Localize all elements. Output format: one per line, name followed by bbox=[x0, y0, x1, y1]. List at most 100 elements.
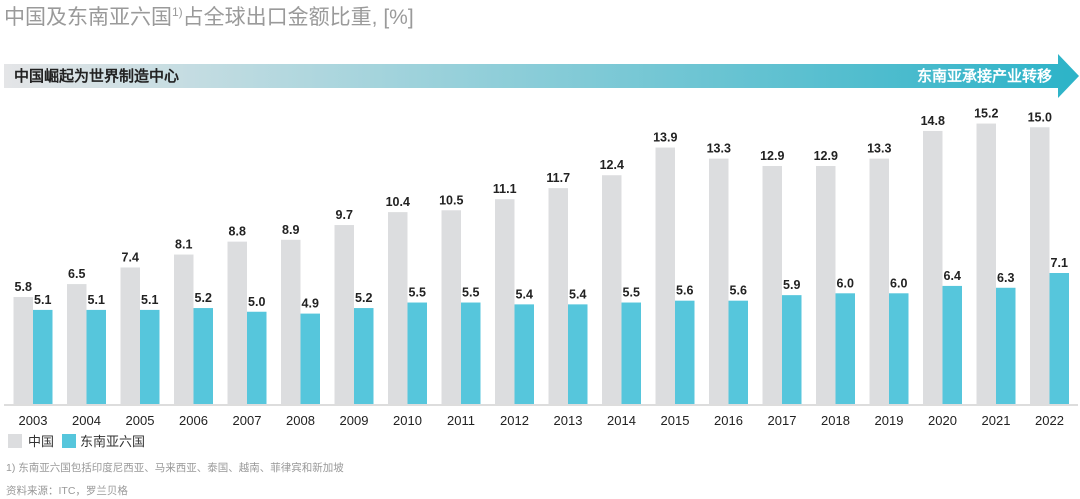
bar-sea-2012 bbox=[514, 304, 534, 404]
bar-sea-2013 bbox=[568, 304, 588, 404]
bar-china-2014 bbox=[602, 175, 622, 404]
bar-sea-2003 bbox=[33, 309, 53, 404]
data-label: 14.8 bbox=[921, 114, 945, 128]
banner-left-label: 中国崛起为世界制造中心 bbox=[14, 67, 179, 85]
data-label: 8.1 bbox=[175, 238, 192, 252]
x-tick-label: 2022 bbox=[1035, 413, 1064, 428]
bar-china-2022 bbox=[1030, 127, 1050, 404]
data-label: 13.9 bbox=[653, 131, 677, 145]
bar-sea-2006 bbox=[193, 308, 213, 404]
data-label: 6.5 bbox=[68, 267, 85, 281]
bar-sea-2020 bbox=[942, 285, 962, 404]
bar-china-2004 bbox=[67, 284, 87, 404]
bar-china-2018 bbox=[816, 165, 836, 404]
data-label: 7.4 bbox=[122, 250, 139, 264]
legend-label-china: 中国 bbox=[28, 434, 54, 449]
x-tick-label: 2014 bbox=[607, 413, 636, 428]
bar-sea-2021 bbox=[996, 287, 1016, 404]
data-label: 12.9 bbox=[760, 149, 784, 163]
data-label: 10.4 bbox=[386, 195, 410, 209]
bar-sea-2008 bbox=[300, 313, 320, 404]
data-label: 9.7 bbox=[336, 208, 353, 222]
data-label: 5.1 bbox=[141, 293, 158, 307]
source: 资料来源：ITC，罗兰贝格 bbox=[6, 484, 128, 497]
data-label: 8.8 bbox=[229, 225, 246, 239]
data-label: 5.6 bbox=[676, 284, 693, 298]
data-label: 5.6 bbox=[730, 284, 747, 298]
legend: 中国 东南亚六国 bbox=[8, 434, 145, 449]
data-label: 5.8 bbox=[15, 280, 32, 294]
x-tick-label: 2010 bbox=[393, 413, 422, 428]
data-label: 5.5 bbox=[462, 286, 479, 300]
data-label: 10.5 bbox=[439, 193, 463, 207]
data-label: 6.4 bbox=[944, 269, 961, 283]
bar-sea-2016 bbox=[728, 300, 748, 404]
data-label: 6.3 bbox=[997, 271, 1014, 285]
x-tick-label: 2013 bbox=[554, 413, 583, 428]
bar-sea-2004 bbox=[86, 309, 106, 404]
bar-sea-2019 bbox=[889, 293, 909, 404]
footnote: 1) 东南亚六国包括印度尼西亚、马来西亚、泰国、越南、菲律宾和新加坡 bbox=[6, 461, 344, 474]
chart-title: 中国及东南亚六国1)占全球出口金额比重, [%] bbox=[4, 5, 414, 29]
banner-right-label: 东南亚承接产业转移 bbox=[917, 67, 1052, 85]
bar-sea-2017 bbox=[782, 295, 802, 404]
bar-china-2016 bbox=[709, 158, 729, 404]
data-label: 11.7 bbox=[546, 171, 570, 185]
bar-sea-2007 bbox=[247, 311, 267, 404]
data-label: 15.2 bbox=[974, 107, 998, 121]
bar-china-2008 bbox=[281, 239, 301, 404]
data-label: 5.4 bbox=[569, 287, 586, 301]
bar-china-2006 bbox=[174, 254, 194, 404]
bar-sea-2011 bbox=[461, 302, 481, 404]
x-tick-label: 2006 bbox=[179, 413, 208, 428]
data-label: 4.9 bbox=[302, 297, 319, 311]
bar-china-2015 bbox=[655, 147, 675, 405]
data-label: 5.1 bbox=[34, 293, 51, 307]
data-label: 6.0 bbox=[837, 276, 854, 290]
data-label: 8.9 bbox=[282, 223, 299, 237]
bar-china-2005 bbox=[120, 267, 140, 404]
x-tick-label: 2009 bbox=[340, 413, 369, 428]
bar-china-2019 bbox=[869, 158, 889, 404]
bar-sea-2010 bbox=[407, 302, 427, 404]
data-label: 11.1 bbox=[493, 182, 517, 196]
x-tick-label: 2016 bbox=[714, 413, 743, 428]
data-label: 5.9 bbox=[783, 278, 800, 292]
bar-china-2010 bbox=[388, 212, 408, 404]
x-tick-label: 2017 bbox=[768, 413, 797, 428]
data-label: 12.9 bbox=[814, 149, 838, 163]
data-label: 15.0 bbox=[1028, 110, 1052, 124]
bar-china-2003 bbox=[13, 296, 33, 404]
data-label: 5.1 bbox=[88, 293, 105, 307]
data-label: 5.2 bbox=[195, 291, 212, 305]
bar-china-2013 bbox=[548, 188, 568, 404]
x-tick-label: 2019 bbox=[875, 413, 904, 428]
bar-sea-2018 bbox=[835, 293, 855, 404]
legend-swatch-sea bbox=[62, 434, 76, 448]
x-tick-label: 2007 bbox=[233, 413, 262, 428]
x-tick-label: 2004 bbox=[72, 413, 101, 428]
bar-china-2021 bbox=[976, 123, 996, 404]
data-label: 5.5 bbox=[409, 286, 426, 300]
x-tick-label: 2018 bbox=[821, 413, 850, 428]
data-label: 6.0 bbox=[890, 276, 907, 290]
x-tick-label: 2015 bbox=[661, 413, 690, 428]
bar-china-2012 bbox=[495, 199, 515, 404]
banner-arrow bbox=[4, 54, 1079, 98]
bar-sea-2014 bbox=[621, 302, 641, 404]
data-label: 7.1 bbox=[1051, 256, 1068, 270]
bar-china-2011 bbox=[441, 210, 461, 404]
x-tick-label: 2011 bbox=[447, 413, 475, 428]
bar-china-2009 bbox=[334, 225, 354, 404]
data-label: 12.4 bbox=[600, 158, 624, 172]
x-tick-label: 2003 bbox=[19, 413, 48, 428]
data-label: 5.5 bbox=[623, 286, 640, 300]
data-label: 13.3 bbox=[867, 142, 891, 156]
x-tick-label: 2020 bbox=[928, 413, 957, 428]
data-label: 13.3 bbox=[707, 142, 731, 156]
legend-label-sea: 东南亚六国 bbox=[80, 434, 145, 449]
bar-china-2007 bbox=[227, 241, 247, 404]
x-tick-label: 2005 bbox=[126, 413, 155, 428]
bar-sea-2022 bbox=[1049, 273, 1069, 404]
